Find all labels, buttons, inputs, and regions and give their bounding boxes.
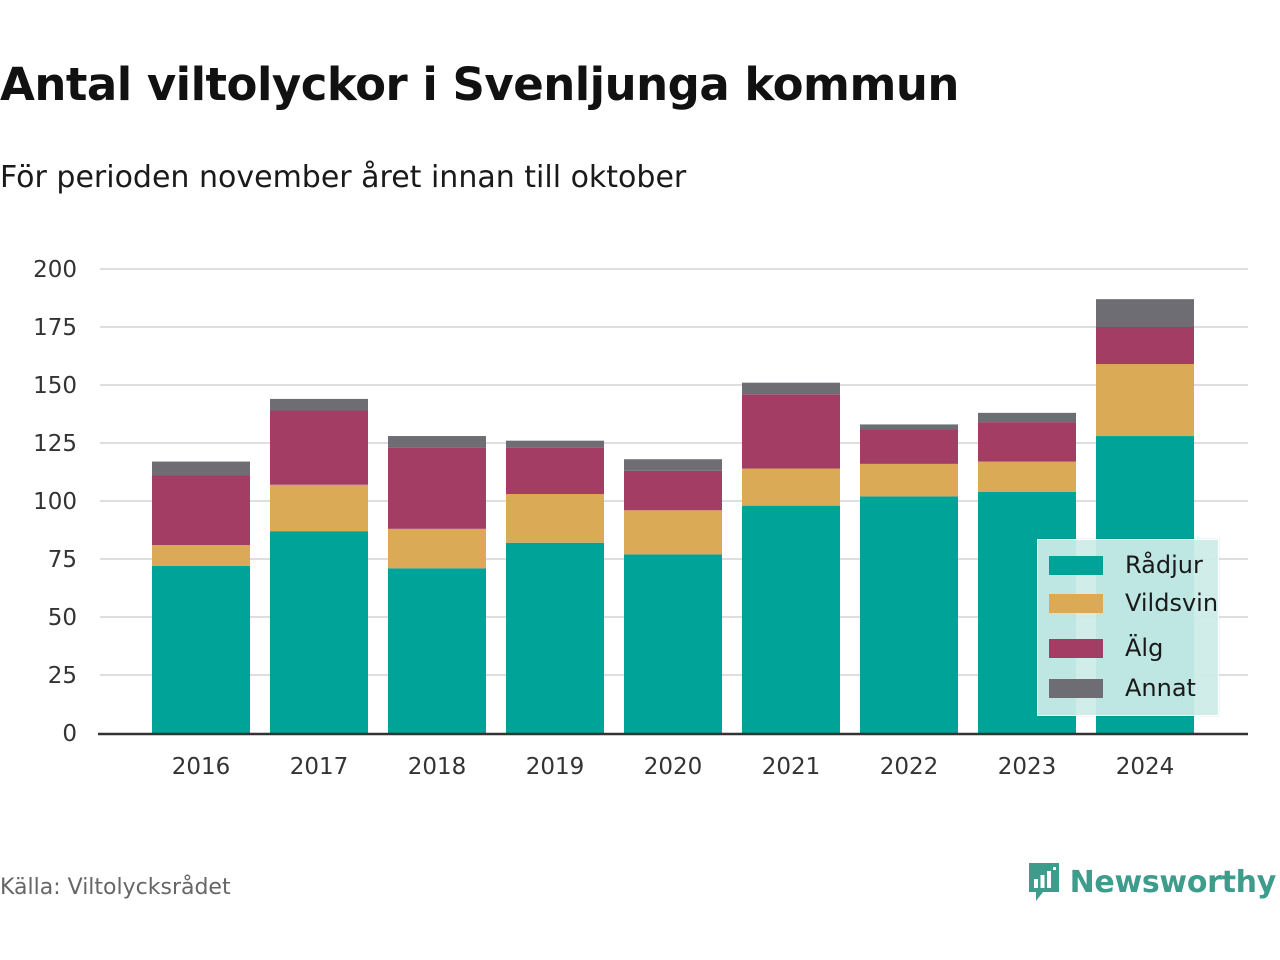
y-tick-label: 75 [48, 547, 77, 573]
bar-segment [388, 528, 486, 569]
newsworthy-logo-icon [1028, 863, 1059, 901]
x-tick-label: 2018 [408, 754, 467, 780]
legend-swatch [1049, 678, 1103, 698]
y-tick-label: 25 [48, 663, 77, 689]
bar-segment [388, 568, 486, 733]
bar-segment [742, 505, 840, 733]
x-tick-label: 2021 [762, 754, 821, 780]
bar-segment [152, 565, 250, 733]
chart-title: Antal viltolyckor i Svenljunga kommun [0, 58, 959, 111]
bar-segment [860, 429, 958, 464]
bar-segment [506, 447, 604, 495]
x-tick-label: 2019 [526, 754, 585, 780]
y-tick-label: 175 [33, 315, 77, 341]
bar-segment [506, 440, 604, 448]
bar-segment [388, 447, 486, 529]
y-tick-label: 200 [33, 257, 77, 283]
bar-segment [624, 459, 722, 471]
bar-segment [270, 410, 368, 485]
bar-segment [506, 494, 604, 543]
y-tick-label: 125 [33, 431, 77, 457]
bars [152, 299, 1194, 733]
legend-item: Annat [1049, 673, 1196, 703]
bar-segment [1096, 327, 1194, 365]
x-axis-tick-labels: 2016 2017 2018 2019 2020 2021 2022 2023 2024 [172, 754, 1175, 780]
legend-swatch [1049, 555, 1103, 575]
y-axis-tick-labels: 0 25 50 75 100 125 150 175 200 [33, 257, 77, 747]
bar-segment [624, 470, 722, 511]
chart-subtitle: För perioden november året innan till ok… [0, 160, 687, 195]
legend-item: Älg [1049, 633, 1163, 663]
x-tick-label: 2024 [1116, 754, 1175, 780]
bar-segment [624, 554, 722, 733]
brand-name: Newsworthy [1069, 864, 1277, 900]
bar-segment [270, 484, 368, 532]
bar-segment [152, 461, 250, 476]
y-tick-label: 0 [62, 721, 77, 747]
x-tick-label: 2022 [880, 754, 939, 780]
bar-segment [742, 382, 840, 395]
legend-label: Vildsvin [1125, 589, 1219, 617]
bar-segment [506, 542, 604, 733]
chart-legend: Rådjur Vildsvin Älg Annat [1037, 539, 1219, 716]
source-note: Källa: Viltolycksrådet [0, 875, 231, 900]
y-tick-label: 50 [48, 605, 77, 631]
bar-segment [978, 412, 1076, 423]
legend-swatch [1049, 638, 1103, 658]
bar-segment [978, 461, 1076, 492]
x-tick-label: 2023 [998, 754, 1057, 780]
bar-segment [742, 394, 840, 469]
bar-segment [1096, 364, 1194, 437]
legend-item: Vildsvin [1049, 588, 1218, 618]
bar-segment [270, 398, 368, 411]
x-tick-label: 2017 [290, 754, 349, 780]
bar-segment [388, 436, 486, 448]
x-tick-label: 2016 [172, 754, 231, 780]
legend-label: Älg [1125, 634, 1164, 662]
bar-segment [152, 475, 250, 546]
y-tick-label: 150 [33, 373, 77, 399]
bar-segment [860, 463, 958, 497]
legend-label: Annat [1125, 674, 1196, 702]
legend-item: Rådjur [1049, 550, 1203, 580]
bar-segment [860, 496, 958, 733]
bar-segment [1096, 299, 1194, 327]
bar-segment [624, 510, 722, 555]
legend-label: Rådjur [1125, 551, 1203, 579]
bar-segment [152, 545, 250, 566]
bar-segment [270, 531, 368, 733]
bar-segment [860, 424, 958, 430]
x-tick-label: 2020 [644, 754, 703, 780]
bar-segment [742, 468, 840, 506]
y-tick-label: 100 [33, 489, 77, 515]
legend-swatch [1049, 593, 1103, 613]
brand-logo: Newsworthy [1026, 860, 1276, 904]
bar-segment [978, 422, 1076, 462]
